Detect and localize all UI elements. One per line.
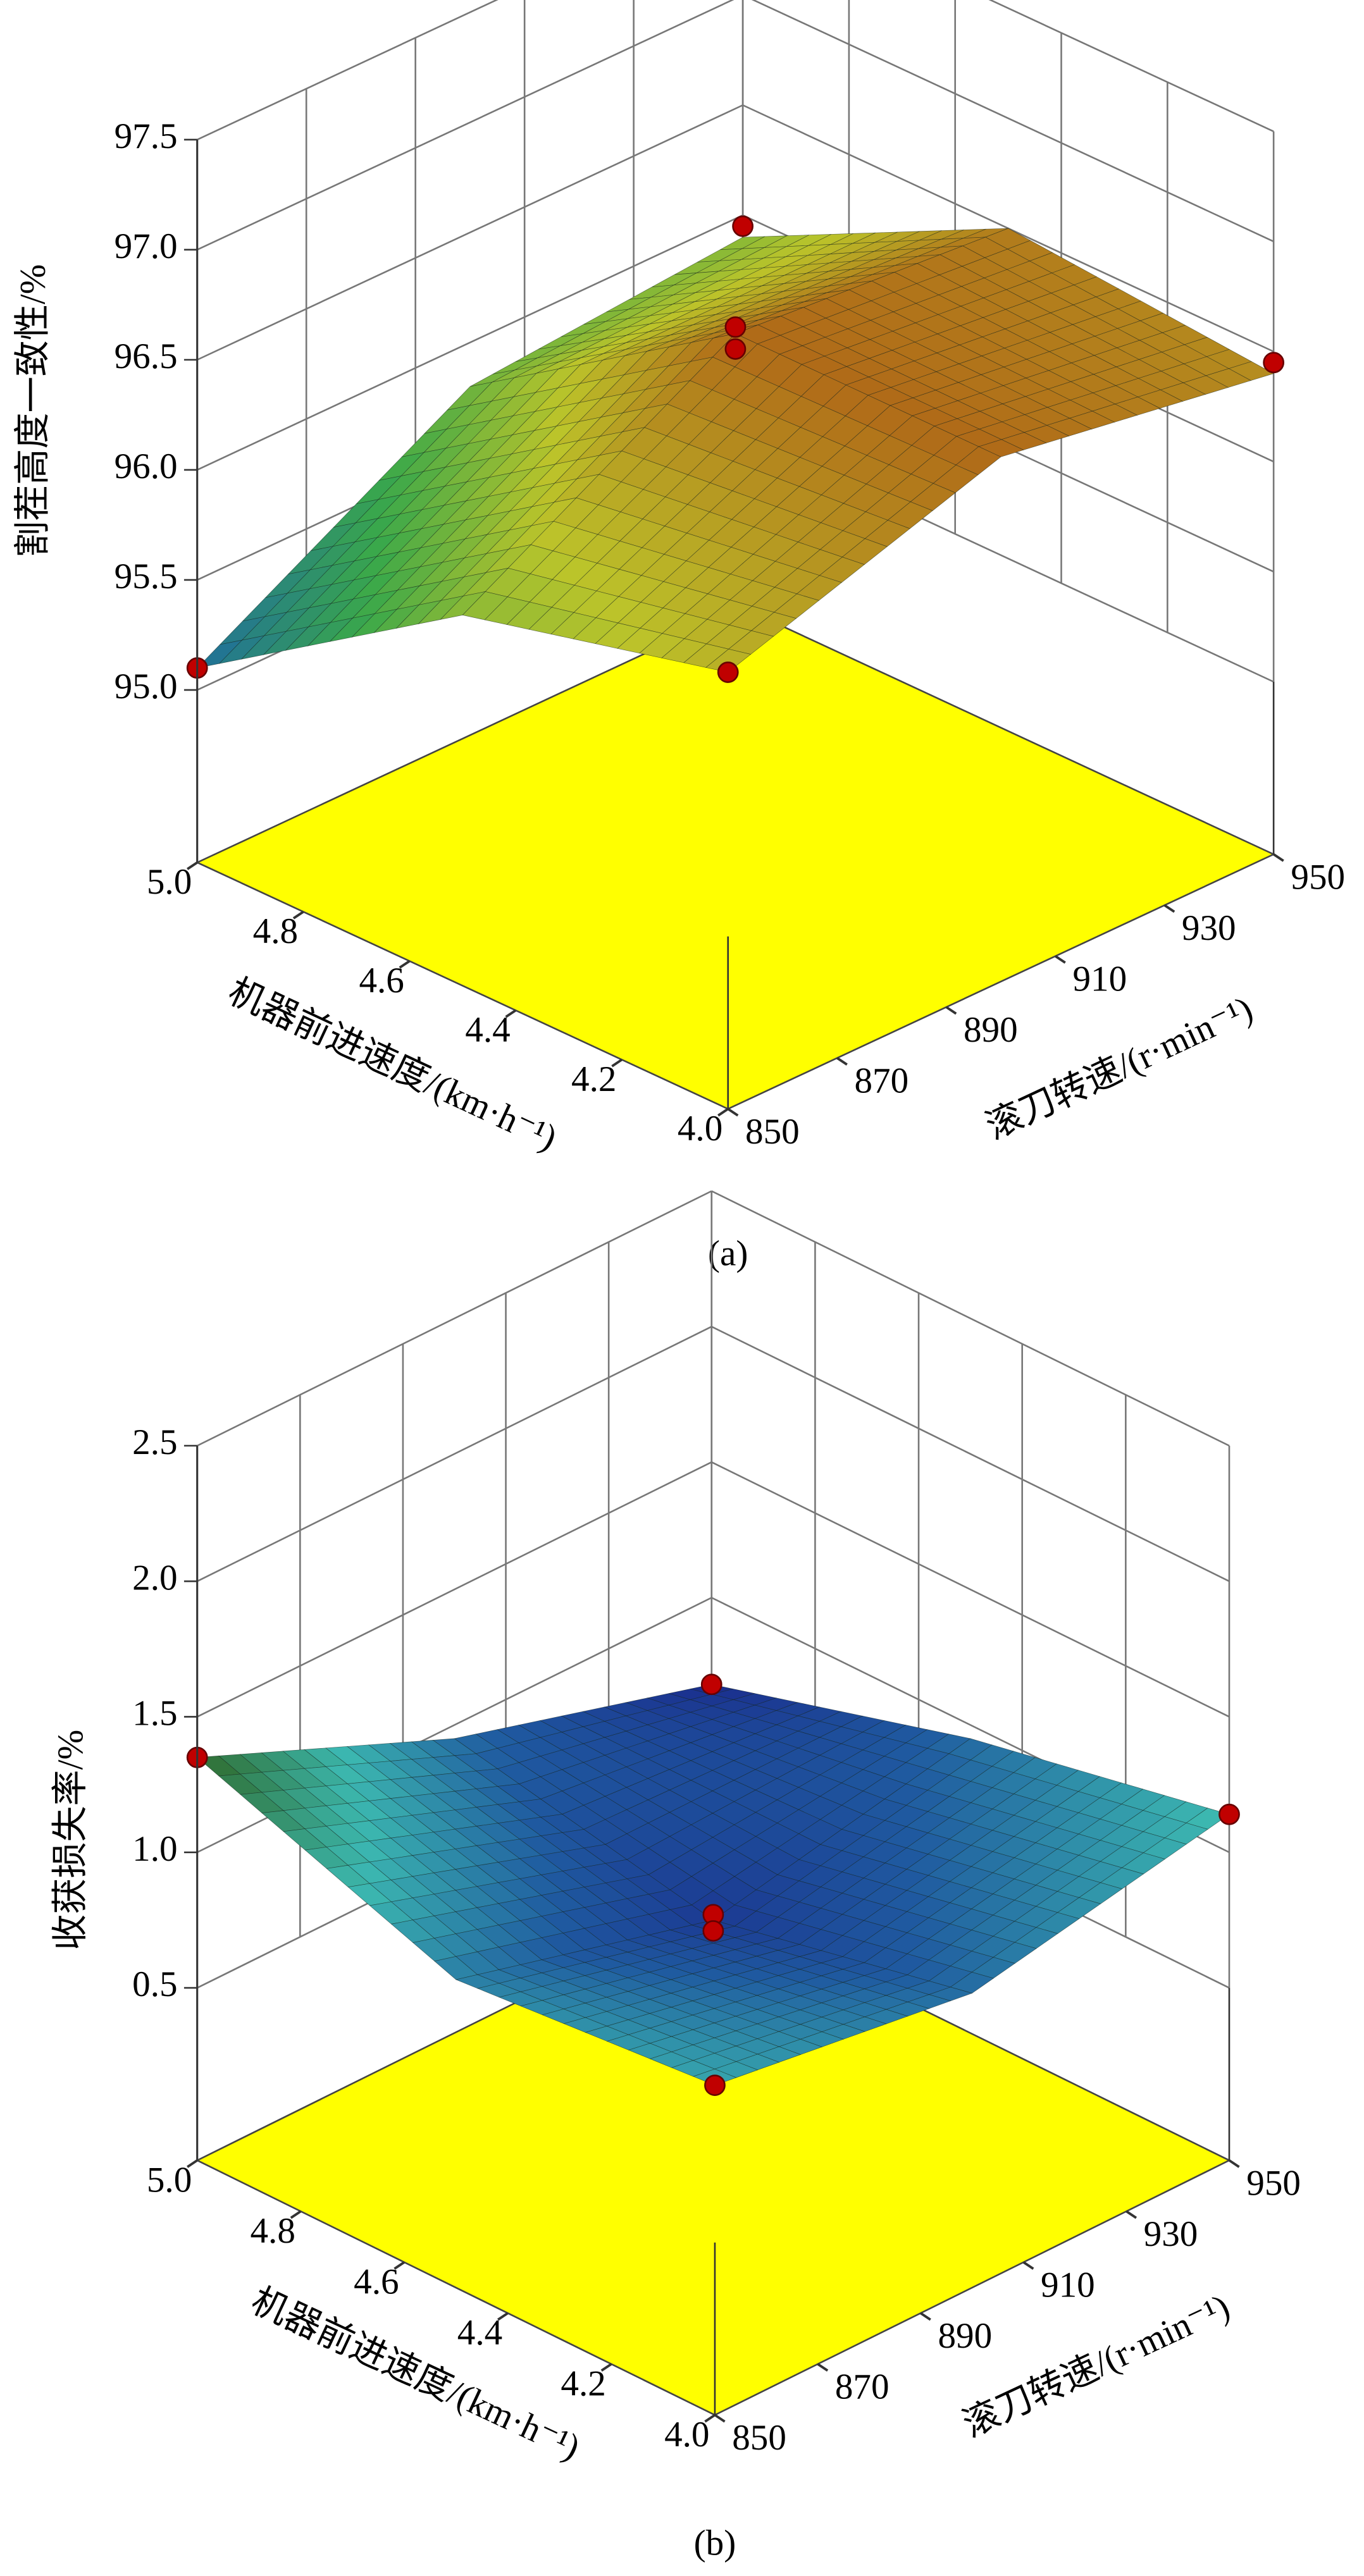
wall-grid-line [711,1461,1230,1718]
y-tick-label: 910 [1041,2265,1095,2305]
design-point [724,316,747,338]
y-tick-label: 930 [1182,908,1236,948]
x-tick-label: 4.6 [359,961,404,1001]
wall-grid-line [197,1461,712,1718]
z-axis-label: 收获损失率/% [51,1730,90,1950]
x-tick [704,2413,716,2423]
y-tick [1273,853,1284,862]
x-tick-label: 4.2 [561,2363,605,2403]
wall-grid-line [197,0,735,251]
y-tick [836,1057,848,1066]
x-tick-label: 4.8 [253,911,298,951]
z-tick-label: 2.5 [132,1422,177,1462]
x-tick [600,2363,612,2372]
x-tick [505,1009,517,1018]
caption: (a) [708,1233,748,1273]
y-tick [1228,2159,1240,2168]
x-tick [292,911,304,920]
design-point [1218,1803,1240,1825]
y-tick [817,2363,829,2372]
y-tick [714,2413,726,2423]
design-point [717,662,739,683]
wall-grid-line [197,1326,712,1582]
wall-grid-line [711,1326,1230,1582]
y-tick-label: 950 [1246,2163,1301,2203]
y-tick-label: 910 [1072,959,1127,999]
x-tick [394,2261,406,2270]
y-tick [920,2312,931,2321]
design-point [700,1673,722,1696]
z-tick-label: 96.0 [115,447,178,486]
design-point [732,215,753,237]
z-tick-label: 97.0 [115,226,178,266]
x-tick [611,1058,623,1068]
x-tick [399,959,411,969]
x-tick-label: 4.4 [457,2313,502,2353]
x-tick [497,2312,509,2321]
x-tick-label: 5.0 [147,862,192,902]
y-tick [945,1006,957,1015]
y-tick [1055,955,1066,964]
y-tick-label: 950 [1291,857,1345,897]
x-tick-label: 4.0 [678,1109,722,1149]
z-tick-label: 1.5 [132,1694,177,1734]
z-axis-label: 割茬高度一致性/% [13,264,53,557]
x-tick-label: 4.4 [465,1010,510,1050]
z-tick-label: 0.5 [132,1964,177,2004]
wall-grid-line [197,104,743,361]
x-tick-label: 4.6 [354,2262,399,2302]
y-tick-label: 870 [835,2367,890,2407]
wall-grid-line [711,1190,1230,1447]
design-point [704,2074,726,2096]
x-tick-label: 4.8 [251,2211,295,2251]
z-tick-label: 1.0 [132,1829,177,1869]
design-point [702,1920,724,1942]
wall-grid-line [197,0,499,140]
x-tick-label: 4.0 [664,2415,709,2455]
y-tick [1125,2210,1138,2219]
y-tick-label: 850 [732,2418,786,2458]
y-tick-label: 890 [938,2316,992,2356]
x-tick [187,861,198,870]
wall-grid-line [751,0,1274,243]
y-tick-label: 850 [745,1112,800,1152]
y-tick-label: 890 [964,1010,1018,1050]
y-tick [1022,2261,1034,2270]
z-tick-label: 95.5 [115,557,178,596]
design-point [724,338,747,360]
surface-patch [705,648,752,673]
y-tick [727,1107,739,1117]
z-tick-label: 2.0 [132,1558,177,1598]
y-tick-label: 870 [855,1061,909,1101]
z-tick-label: 96.5 [115,336,178,376]
wall-grid-line [197,214,743,471]
z-tick-label: 97.5 [115,116,178,156]
x-tick-label: 5.0 [147,2160,192,2200]
x-tick [290,2210,302,2219]
x-tick [717,1107,729,1117]
y-tick-label: 930 [1144,2214,1198,2254]
z-tick-label: 95.0 [115,667,178,706]
x-tick-label: 4.2 [571,1059,616,1099]
design-point [1263,352,1285,374]
wall-grid-line [197,1190,712,1447]
wall-grid-line [988,0,1274,132]
caption: (b) [694,2523,736,2563]
y-tick [1163,904,1175,913]
x-tick [187,2159,198,2168]
